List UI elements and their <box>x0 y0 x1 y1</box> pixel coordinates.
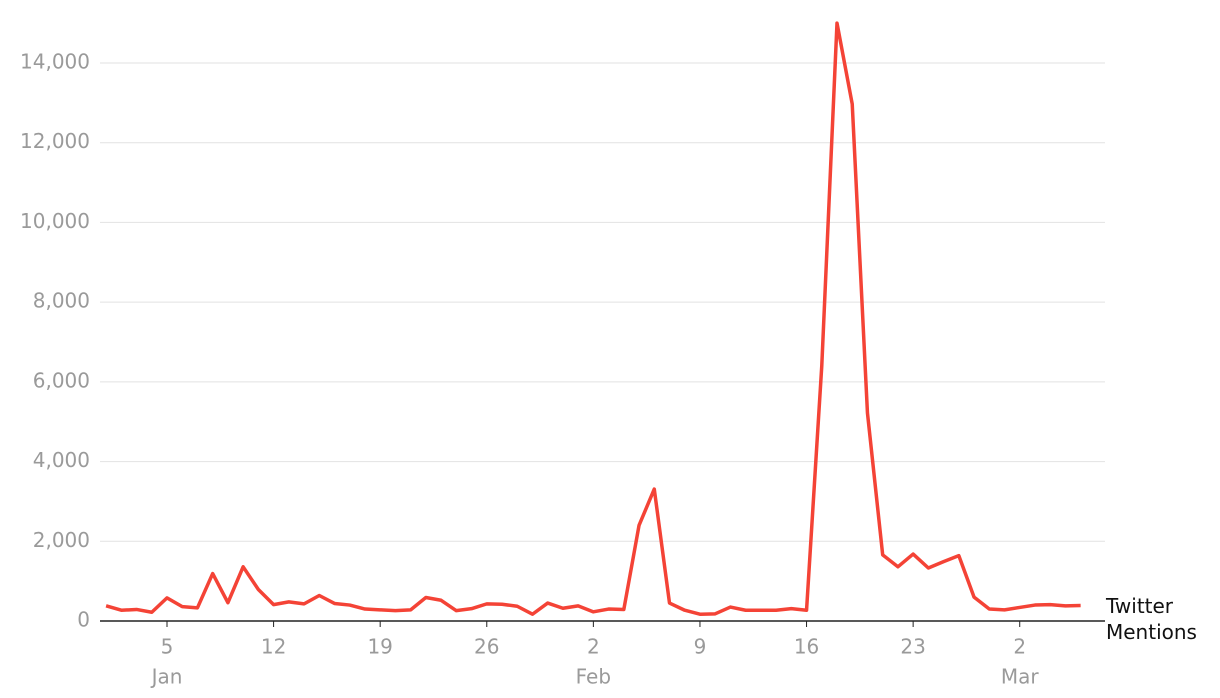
y-tick-label: 0 <box>77 608 90 632</box>
month-label: Mar <box>1001 665 1040 689</box>
x-tick-label: 26 <box>474 635 499 659</box>
y-tick-label: 8,000 <box>33 289 90 313</box>
x-tick-label: 2 <box>587 635 600 659</box>
y-tick-label: 4,000 <box>33 448 90 472</box>
month-label: Jan <box>150 665 183 689</box>
y-tick-label: 2,000 <box>33 528 90 552</box>
x-tick-label: 19 <box>367 635 392 659</box>
x-tick-label: 9 <box>694 635 707 659</box>
y-tick-label: 14,000 <box>20 49 90 73</box>
y-tick-label: 12,000 <box>20 129 90 153</box>
y-tick-label: 6,000 <box>33 368 90 392</box>
x-tick-label: 16 <box>794 635 819 659</box>
x-tick-label: 12 <box>261 635 286 659</box>
x-tick-label: 2 <box>1013 635 1026 659</box>
x-tick-label: 23 <box>900 635 925 659</box>
series-label: Twitter Mentions <box>1106 594 1197 644</box>
series-line <box>105 21 1081 616</box>
x-tick-label: 5 <box>161 635 174 659</box>
y-tick-label: 10,000 <box>20 209 90 233</box>
month-label: Feb <box>576 665 611 689</box>
